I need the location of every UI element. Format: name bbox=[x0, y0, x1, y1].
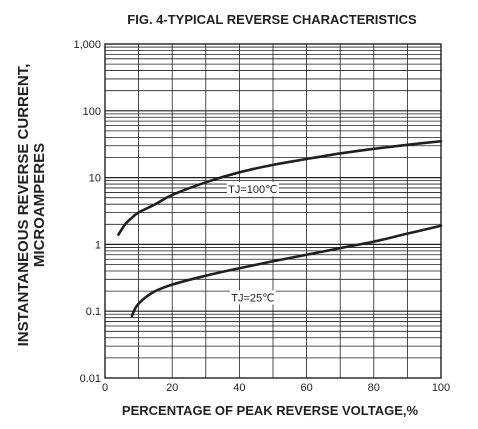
x-tick-label: 80 bbox=[368, 382, 380, 394]
x-tick-label: 40 bbox=[233, 382, 245, 394]
series-annotation: TJ=25℃ bbox=[231, 292, 274, 304]
y-tick-label: 1 bbox=[95, 239, 101, 251]
annotations: TJ=100℃ TJ=25℃ bbox=[226, 182, 279, 305]
y-tick-label: 10 bbox=[89, 173, 101, 185]
chart-title: FIG. 4-TYPICAL REVERSE CHARACTERISTICS bbox=[127, 12, 417, 27]
plot-frame bbox=[104, 43, 442, 379]
x-tick-label: 60 bbox=[300, 382, 312, 394]
y-tick-labels: 0.01 0.1 1 10 100 1,000 bbox=[73, 39, 101, 385]
x-tick-label: 100 bbox=[432, 382, 450, 394]
series-line-1 bbox=[130, 224, 443, 318]
grid bbox=[105, 44, 441, 378]
annotation-bg bbox=[229, 290, 276, 305]
series-line-0 bbox=[117, 139, 443, 236]
x-tick-label: 20 bbox=[166, 382, 178, 394]
x-tick-labels: 0 20 40 60 80 100 bbox=[102, 382, 450, 394]
series-lines bbox=[117, 139, 443, 318]
y-axis-label: INSTANTANEOUS REVERSE CURRENT, MICROAMPE… bbox=[15, 64, 48, 347]
y-tick-label: 1,000 bbox=[73, 39, 101, 51]
series-annotation: TJ=100℃ bbox=[228, 184, 277, 196]
y-tick-label: 0.01 bbox=[80, 373, 101, 385]
x-tick-label: 0 bbox=[102, 382, 108, 394]
annotation-bg bbox=[226, 182, 279, 197]
y-tick-label: 0.1 bbox=[86, 306, 101, 318]
y-axis-label-line1: INSTANTANEOUS REVERSE CURRENT, bbox=[15, 64, 32, 347]
x-axis-label: PERCENTAGE OF PEAK REVERSE VOLTAGE,% bbox=[122, 403, 419, 418]
y-tick-label: 100 bbox=[83, 106, 101, 118]
y-axis-label-line2: MICROAMPERES bbox=[31, 143, 48, 267]
